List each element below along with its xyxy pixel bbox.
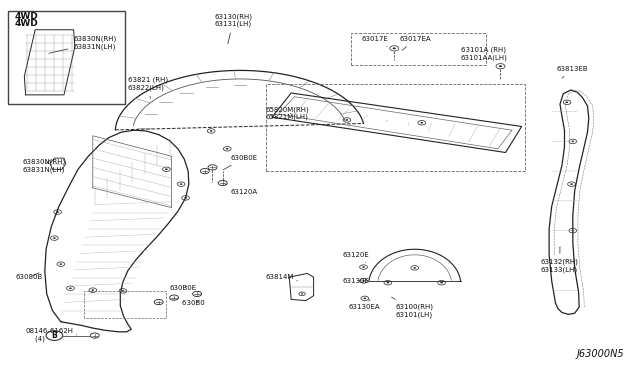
Circle shape: [53, 237, 56, 239]
Circle shape: [122, 290, 124, 292]
Circle shape: [69, 288, 72, 289]
Text: 63830N(RH)
63831N(LH): 63830N(RH) 63831N(LH): [22, 158, 66, 173]
Text: 63080B: 63080B: [16, 273, 44, 280]
Text: 630B0⁠⁠: 630B0⁠⁠: [182, 300, 205, 306]
Text: 63017EA: 63017EA: [400, 36, 431, 50]
Text: 630B0E: 630B0E: [170, 285, 196, 291]
Text: 63101A (RH)
63101AA(LH): 63101A (RH) 63101AA(LH): [461, 47, 508, 65]
Circle shape: [60, 263, 62, 265]
Text: 4WD: 4WD: [14, 12, 38, 21]
Circle shape: [387, 282, 389, 283]
Circle shape: [210, 130, 212, 132]
Circle shape: [165, 169, 168, 170]
Circle shape: [420, 122, 423, 124]
Text: 65820M(RH)
65821M(LH): 65820M(RH) 65821M(LH): [266, 106, 309, 121]
Text: 63130EA: 63130EA: [349, 299, 380, 310]
Circle shape: [56, 211, 59, 213]
Circle shape: [570, 183, 573, 185]
Text: J63000N5: J63000N5: [577, 349, 624, 359]
Circle shape: [413, 267, 416, 269]
Text: 63120E: 63120E: [342, 252, 369, 262]
Text: 63130E: 63130E: [342, 278, 369, 284]
Circle shape: [566, 102, 568, 103]
Circle shape: [301, 293, 303, 295]
Circle shape: [346, 119, 348, 121]
Text: 63017E: 63017E: [362, 36, 388, 46]
Text: 4WD: 4WD: [14, 19, 38, 28]
Text: 63132(RH)
63133(LH): 63132(RH) 63133(LH): [541, 246, 579, 273]
Text: B: B: [52, 331, 57, 340]
Circle shape: [226, 148, 228, 150]
Text: 63120A: 63120A: [225, 184, 257, 195]
Circle shape: [499, 65, 502, 67]
Circle shape: [184, 197, 187, 199]
Circle shape: [572, 230, 574, 231]
Circle shape: [572, 141, 574, 142]
Circle shape: [364, 298, 366, 299]
Text: 63100(RH)
63101(LH): 63100(RH) 63101(LH): [392, 297, 433, 318]
Text: 63813EB: 63813EB: [557, 66, 588, 78]
Text: 630B0E: 630B0E: [223, 155, 257, 170]
Text: 63830N(RH)
63831N(LH): 63830N(RH) 63831N(LH): [49, 36, 117, 53]
Circle shape: [362, 266, 365, 268]
FancyBboxPatch shape: [8, 11, 125, 104]
Text: 63814M: 63814M: [266, 274, 298, 281]
Text: 63130(RH)
63131(LH): 63130(RH) 63131(LH): [214, 13, 252, 44]
Circle shape: [92, 289, 94, 291]
Text: 08146-6162H
    (4): 08146-6162H (4): [26, 328, 77, 341]
Circle shape: [362, 280, 365, 282]
Circle shape: [440, 282, 443, 283]
Circle shape: [180, 183, 182, 185]
Circle shape: [393, 48, 396, 49]
Text: 63821 (RH)
63822(LH): 63821 (RH) 63822(LH): [128, 77, 168, 99]
